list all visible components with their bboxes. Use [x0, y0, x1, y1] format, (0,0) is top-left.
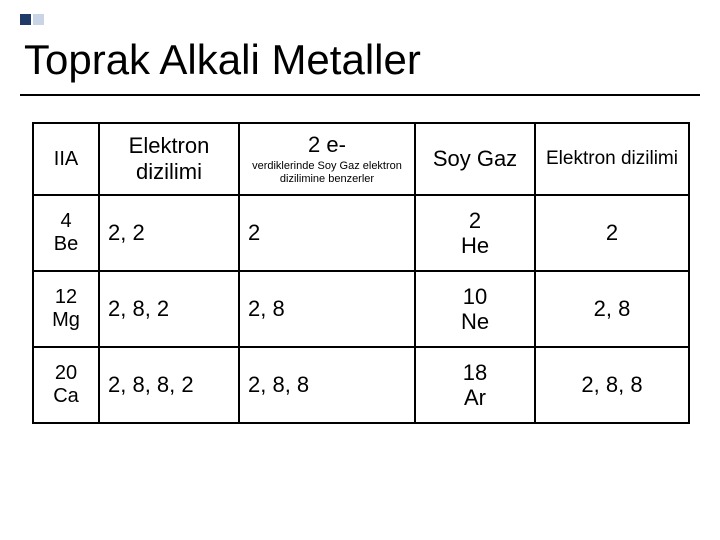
title-divider [20, 94, 700, 96]
noble-cell: 10 Ne [415, 271, 535, 347]
atomic-number: 12 [42, 286, 90, 309]
table-row: 4 Be 2, 2 2 2 He 2 [33, 195, 689, 271]
slide: Toprak Alkali Metaller IIA Elektron dizi… [0, 0, 720, 540]
header-noble-gas: Soy Gaz [415, 123, 535, 195]
header-after-loss: 2 e- verdiklerinde Soy Gaz elektron dizi… [239, 123, 415, 195]
square-icon [20, 14, 31, 25]
noble-number: 2 [424, 208, 526, 233]
header-after-loss-top: 2 e- [308, 132, 346, 157]
config-cell: 2, 8, 2 [99, 271, 239, 347]
noble-number: 10 [424, 284, 526, 309]
atomic-number: 20 [42, 362, 90, 385]
elements-table: IIA Elektron dizilimi 2 e- verdiklerinde… [32, 122, 690, 424]
slide-title: Toprak Alkali Metaller [24, 36, 421, 84]
noble-cell: 18 Ar [415, 347, 535, 423]
element-symbol: Ca [42, 385, 90, 408]
element-symbol: Be [42, 233, 90, 256]
noble-cell: 2 He [415, 195, 535, 271]
element-cell: 12 Mg [33, 271, 99, 347]
element-cell: 20 Ca [33, 347, 99, 423]
header-group: IIA [33, 123, 99, 195]
noble-symbol: He [424, 233, 526, 258]
noble-symbol: Ar [424, 385, 526, 410]
after-cell: 2, 8 [239, 271, 415, 347]
noble-config-cell: 2 [535, 195, 689, 271]
square-icon [33, 14, 44, 25]
noble-symbol: Ne [424, 309, 526, 334]
after-cell: 2, 8, 8 [239, 347, 415, 423]
table-header-row: IIA Elektron dizilimi 2 e- verdiklerinde… [33, 123, 689, 195]
table-row: 20 Ca 2, 8, 8, 2 2, 8, 8 18 Ar 2, 8, 8 [33, 347, 689, 423]
element-symbol: Mg [42, 309, 90, 332]
table-row: 12 Mg 2, 8, 2 2, 8 10 Ne 2, 8 [33, 271, 689, 347]
noble-config-cell: 2, 8, 8 [535, 347, 689, 423]
atomic-number: 4 [42, 210, 90, 233]
config-cell: 2, 8, 8, 2 [99, 347, 239, 423]
header-after-loss-sub: verdiklerinde Soy Gaz elektron dizilimin… [248, 160, 406, 186]
config-cell: 2, 2 [99, 195, 239, 271]
noble-number: 18 [424, 360, 526, 385]
bullet-decoration [20, 14, 44, 25]
header-config: Elektron dizilimi [99, 123, 239, 195]
noble-config-cell: 2, 8 [535, 271, 689, 347]
header-noble-config: Elektron dizilimi [535, 123, 689, 195]
after-cell: 2 [239, 195, 415, 271]
element-cell: 4 Be [33, 195, 99, 271]
